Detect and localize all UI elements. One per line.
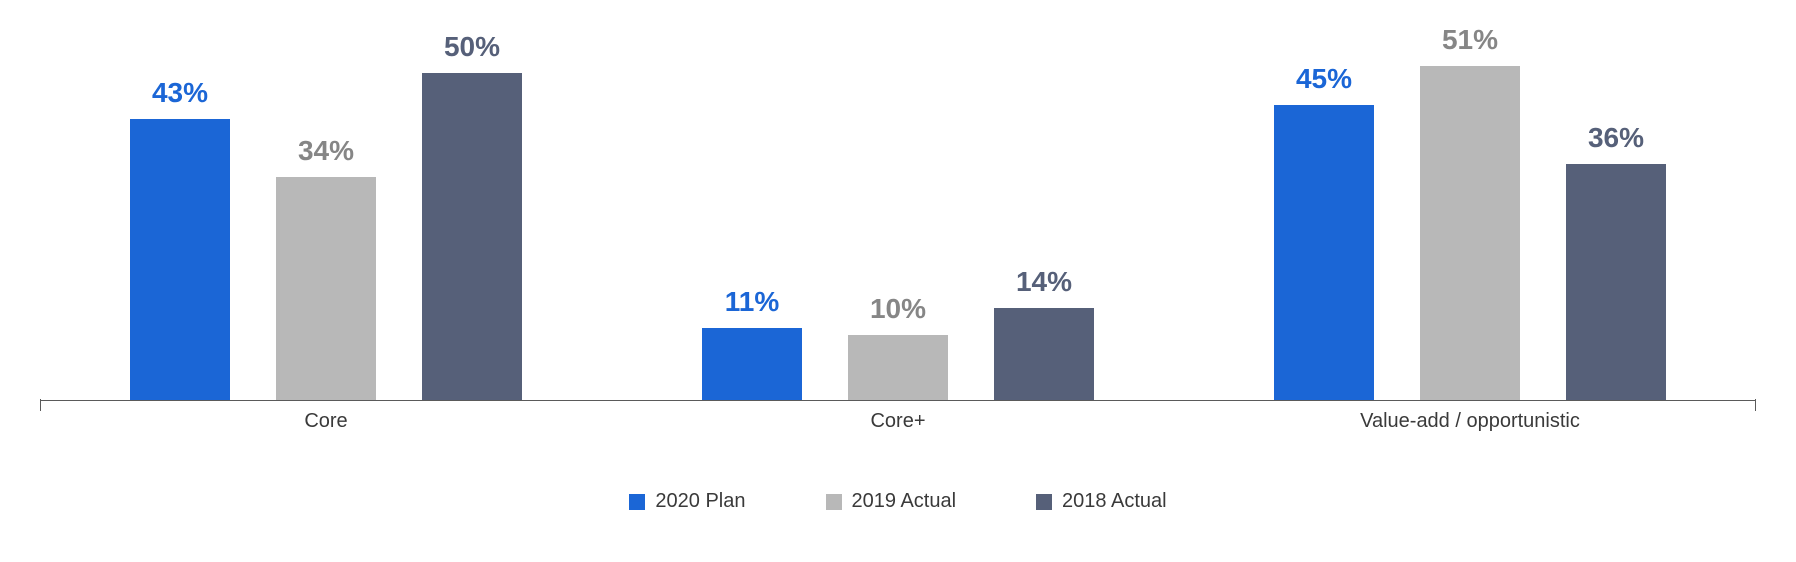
legend-label: 2019 Actual bbox=[852, 490, 957, 513]
bar-value-label: 36% bbox=[1588, 122, 1644, 154]
bar bbox=[1274, 105, 1374, 400]
bar-value-label: 11% bbox=[725, 286, 780, 318]
bar-slot: 11% bbox=[702, 40, 802, 400]
bar bbox=[848, 335, 948, 400]
bar-slot: 51% bbox=[1420, 40, 1520, 400]
bar bbox=[422, 73, 522, 400]
bar-groups-container: 43% 34% 50% Core 11% 10% 14% Core+ 45% 51% 36% Valu… bbox=[40, 40, 1756, 562]
bar bbox=[276, 177, 376, 400]
bar-slot: 50% bbox=[422, 40, 522, 400]
grouped-bar-chart: 43% 34% 50% Core 11% 10% 14% Core+ 45% 51% 36% Valu… bbox=[0, 0, 1796, 562]
bar-slot: 14% bbox=[994, 40, 1094, 400]
bar-slot: 10% bbox=[848, 40, 948, 400]
legend-item: 2019 Actual bbox=[826, 490, 957, 513]
category-label: Core+ bbox=[612, 410, 1184, 433]
bar bbox=[702, 328, 802, 400]
bar bbox=[994, 308, 1094, 400]
bars-row: 43% 34% 50% bbox=[40, 40, 612, 400]
bar-group: 11% 10% 14% Core+ bbox=[612, 40, 1184, 562]
legend-item: 2018 Actual bbox=[1036, 490, 1167, 513]
bar bbox=[1566, 164, 1666, 400]
bar bbox=[1420, 66, 1520, 400]
bars-row: 45% 51% 36% bbox=[1184, 40, 1756, 400]
legend-swatch bbox=[826, 494, 842, 510]
bar-value-label: 43% bbox=[152, 77, 208, 109]
category-label: Core bbox=[40, 410, 612, 433]
bar-value-label: 51% bbox=[1442, 24, 1498, 56]
bars-row: 11% 10% 14% bbox=[612, 40, 1184, 400]
bar-value-label: 50% bbox=[444, 31, 500, 63]
bar-value-label: 14% bbox=[1016, 266, 1072, 298]
bar-slot: 34% bbox=[276, 40, 376, 400]
bar-group: 43% 34% 50% Core bbox=[40, 40, 612, 562]
legend-swatch bbox=[1036, 494, 1052, 510]
legend-swatch bbox=[629, 494, 645, 510]
category-label: Value-add / opportunistic bbox=[1184, 410, 1756, 433]
bar-slot: 43% bbox=[130, 40, 230, 400]
bar-slot: 36% bbox=[1566, 40, 1666, 400]
legend-item: 2020 Plan bbox=[629, 490, 745, 513]
legend-label: 2020 Plan bbox=[655, 490, 745, 513]
bar bbox=[130, 119, 230, 400]
bar-value-label: 10% bbox=[870, 293, 926, 325]
legend: 2020 Plan 2019 Actual 2018 Actual bbox=[0, 490, 1796, 513]
bar-value-label: 45% bbox=[1296, 63, 1352, 95]
bar-value-label: 34% bbox=[298, 135, 354, 167]
bar-group: 45% 51% 36% Value-add / opportunistic bbox=[1184, 40, 1756, 562]
legend-label: 2018 Actual bbox=[1062, 490, 1167, 513]
bar-slot: 45% bbox=[1274, 40, 1374, 400]
